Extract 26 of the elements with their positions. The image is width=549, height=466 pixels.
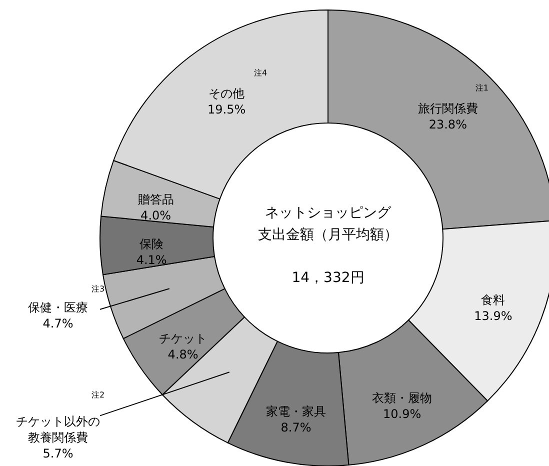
data-label: 4.8%	[168, 348, 198, 362]
data-label: 19.5%	[208, 102, 246, 117]
text: 注3	[91, 284, 105, 294]
text: 注1	[475, 83, 488, 92]
data-label: 5.7%	[42, 446, 74, 461]
slice-label: 衣類・履物	[372, 391, 432, 406]
data-label: 10.9%	[383, 407, 422, 422]
data-label: 4.1%	[136, 252, 167, 267]
data-label: 13.9%	[474, 309, 512, 324]
slice-label: 保健・医療	[28, 300, 88, 314]
slice-label: 贈答品	[138, 192, 174, 206]
text: 14，332円	[292, 270, 364, 286]
text: 注4	[254, 68, 268, 78]
slice-label: 旅行関係費	[418, 101, 478, 116]
data-label: 4.7%	[42, 316, 74, 330]
text: ネットショッピング支出金額（月平均額）	[258, 205, 398, 243]
text: 注2	[91, 390, 105, 400]
slice-label: その他	[208, 86, 245, 101]
slice-label: チケット	[159, 332, 208, 346]
slice-label: 食料	[481, 293, 506, 308]
data-label: 8.7%	[280, 420, 312, 435]
slice-label: 保険	[140, 236, 164, 251]
slice-label: チケット以外の教養関係費	[16, 414, 100, 445]
data-label: 4.0%	[140, 208, 172, 222]
slice-label: 家電・家具	[266, 404, 326, 419]
data-label: 23.8%	[428, 117, 467, 132]
